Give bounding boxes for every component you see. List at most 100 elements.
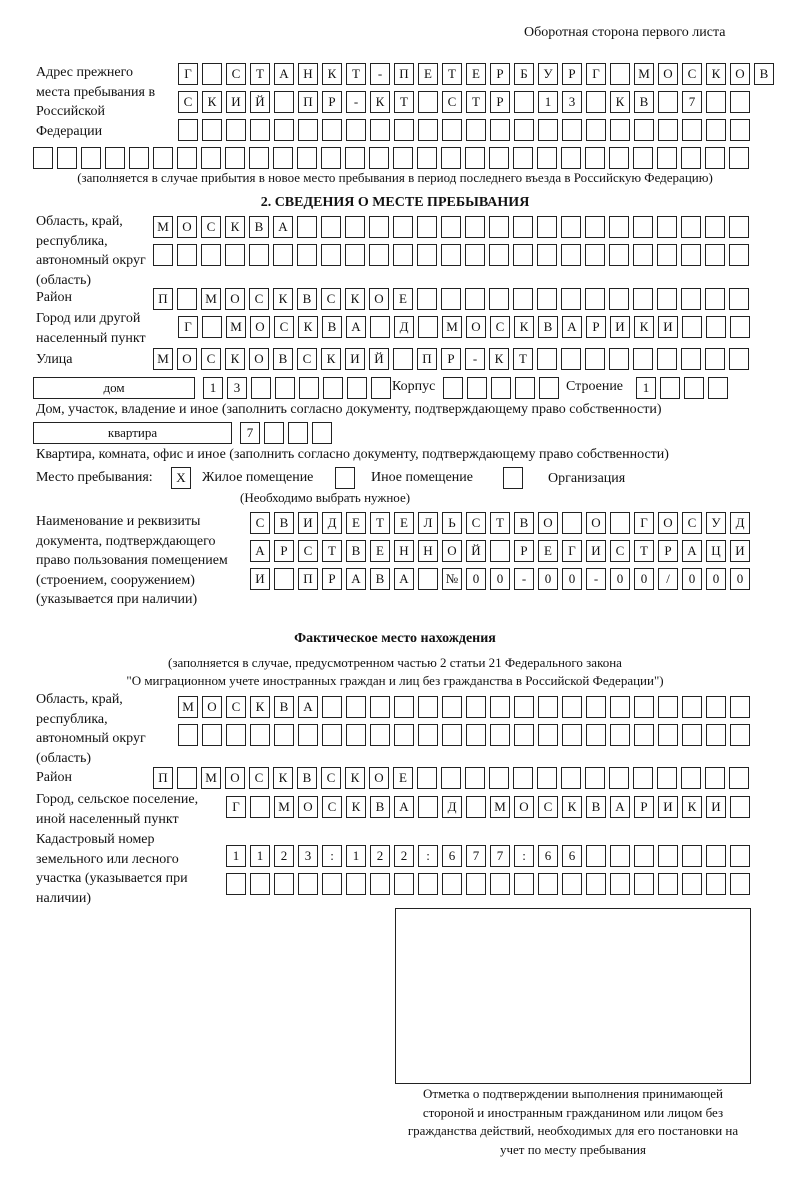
- letter-cell[interactable]: [322, 873, 342, 895]
- letter-cell[interactable]: 3: [562, 91, 582, 113]
- letter-cell[interactable]: 6: [562, 845, 582, 867]
- letter-cell[interactable]: [394, 119, 414, 141]
- letter-cell[interactable]: М: [490, 796, 510, 818]
- letter-cell[interactable]: [490, 540, 510, 562]
- letter-cell[interactable]: [657, 348, 677, 370]
- letter-cell[interactable]: [297, 147, 317, 169]
- letter-cell[interactable]: П: [417, 348, 437, 370]
- letter-cell[interactable]: К: [706, 63, 726, 85]
- letter-cell[interactable]: С: [201, 348, 221, 370]
- letter-cell[interactable]: [610, 512, 630, 534]
- letter-cell[interactable]: О: [177, 348, 197, 370]
- letter-cell[interactable]: [513, 288, 533, 310]
- letter-cell[interactable]: И: [226, 91, 246, 113]
- letter-cell[interactable]: [394, 724, 414, 746]
- letter-cell[interactable]: [561, 288, 581, 310]
- letter-cell[interactable]: [346, 119, 366, 141]
- letter-cell[interactable]: С: [682, 512, 702, 534]
- letter-cell[interactable]: [658, 845, 678, 867]
- letter-cell[interactable]: Е: [393, 288, 413, 310]
- letter-cell[interactable]: [538, 724, 558, 746]
- letter-cell[interactable]: [729, 288, 749, 310]
- letter-cell[interactable]: 0: [706, 568, 726, 590]
- letter-cell[interactable]: [466, 119, 486, 141]
- letter-cell[interactable]: [706, 91, 726, 113]
- letter-cell[interactable]: С: [682, 63, 702, 85]
- letter-cell[interactable]: [561, 216, 581, 238]
- letter-cell[interactable]: У: [538, 63, 558, 85]
- letter-cell[interactable]: [441, 244, 461, 266]
- letter-cell[interactable]: [681, 288, 701, 310]
- letter-cell[interactable]: [288, 422, 308, 444]
- letter-cell[interactable]: А: [394, 568, 414, 590]
- letter-cell[interactable]: [513, 244, 533, 266]
- letter-cell[interactable]: [489, 244, 509, 266]
- letter-cell[interactable]: М: [153, 348, 173, 370]
- letter-cell[interactable]: [393, 216, 413, 238]
- letter-cell[interactable]: [514, 724, 534, 746]
- letter-cell[interactable]: 3: [227, 377, 247, 399]
- letter-cell[interactable]: [129, 147, 149, 169]
- letter-cell[interactable]: 2: [394, 845, 414, 867]
- letter-cell[interactable]: Ц: [706, 540, 726, 562]
- letter-cell[interactable]: [418, 696, 438, 718]
- letter-cell[interactable]: [322, 696, 342, 718]
- letter-cell[interactable]: [250, 796, 270, 818]
- letter-cell[interactable]: [634, 119, 654, 141]
- letter-cell[interactable]: О: [658, 512, 678, 534]
- letter-cell[interactable]: И: [610, 316, 630, 338]
- letter-cell[interactable]: П: [298, 568, 318, 590]
- letter-cell[interactable]: 7: [490, 845, 510, 867]
- letter-cell[interactable]: [466, 696, 486, 718]
- letter-cell[interactable]: [418, 724, 438, 746]
- letter-cell[interactable]: Е: [418, 63, 438, 85]
- letter-cell[interactable]: К: [225, 348, 245, 370]
- letter-cell[interactable]: [586, 696, 606, 718]
- letter-cell[interactable]: К: [514, 316, 534, 338]
- letter-cell[interactable]: С: [250, 512, 270, 534]
- letter-cell[interactable]: [226, 873, 246, 895]
- letter-cell[interactable]: [609, 216, 629, 238]
- stay-checkbox-organization[interactable]: [503, 467, 523, 489]
- letter-cell[interactable]: В: [274, 696, 294, 718]
- letter-cell[interactable]: О: [466, 316, 486, 338]
- letter-cell[interactable]: [730, 696, 750, 718]
- letter-cell[interactable]: К: [489, 348, 509, 370]
- letter-cell[interactable]: /: [658, 568, 678, 590]
- letter-cell[interactable]: [153, 147, 173, 169]
- letter-cell[interactable]: [202, 63, 222, 85]
- letter-cell[interactable]: [201, 244, 221, 266]
- letter-cell[interactable]: Г: [634, 512, 654, 534]
- letter-cell[interactable]: [537, 147, 557, 169]
- letter-cell[interactable]: -: [346, 91, 366, 113]
- letter-cell[interactable]: [274, 91, 294, 113]
- letter-cell[interactable]: Р: [634, 796, 654, 818]
- letter-cell[interactable]: [417, 147, 437, 169]
- letter-cell[interactable]: -: [370, 63, 390, 85]
- letter-cell[interactable]: [610, 724, 630, 746]
- letter-cell[interactable]: [225, 147, 245, 169]
- letter-cell[interactable]: [417, 288, 437, 310]
- letter-cell[interactable]: [634, 845, 654, 867]
- letter-cell[interactable]: [705, 767, 725, 789]
- letter-cell[interactable]: К: [202, 91, 222, 113]
- letter-cell[interactable]: Н: [418, 540, 438, 562]
- letter-cell[interactable]: М: [634, 63, 654, 85]
- letter-cell[interactable]: Т: [370, 512, 390, 534]
- letter-cell[interactable]: [297, 244, 317, 266]
- letter-cell[interactable]: [393, 147, 413, 169]
- letter-cell[interactable]: [730, 91, 750, 113]
- letter-cell[interactable]: О: [369, 288, 389, 310]
- letter-cell[interactable]: [178, 119, 198, 141]
- letter-cell[interactable]: Р: [322, 91, 342, 113]
- letter-cell[interactable]: [634, 873, 654, 895]
- letter-cell[interactable]: -: [586, 568, 606, 590]
- letter-cell[interactable]: У: [706, 512, 726, 534]
- letter-cell[interactable]: О: [514, 796, 534, 818]
- letter-cell[interactable]: В: [586, 796, 606, 818]
- letter-cell[interactable]: Т: [634, 540, 654, 562]
- letter-cell[interactable]: 0: [610, 568, 630, 590]
- letter-cell[interactable]: С: [298, 540, 318, 562]
- letter-cell[interactable]: Т: [250, 63, 270, 85]
- letter-cell[interactable]: 7: [240, 422, 260, 444]
